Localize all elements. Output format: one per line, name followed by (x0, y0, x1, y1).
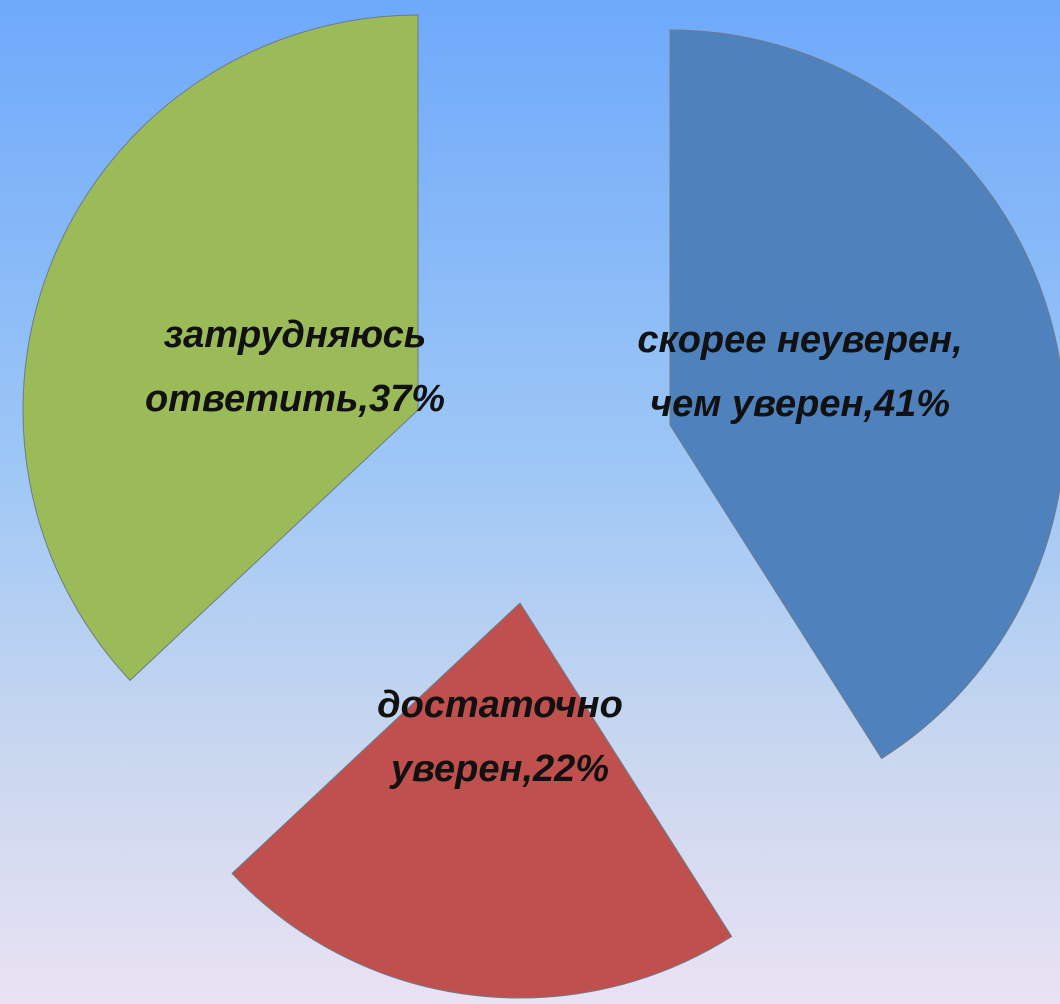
data-label: достаточно уверен,22% (330, 673, 670, 801)
pie-slice (669, 29, 1060, 760)
data-label: затрудняюсь ответить,37% (90, 303, 500, 431)
category-label: достаточно уверен, (377, 684, 623, 790)
category-label: скорее неуверен, чем уверен, (637, 319, 963, 425)
value-label: 41% (874, 383, 951, 425)
pie-slice (231, 602, 733, 999)
value-label: 22% (533, 748, 610, 790)
category-label: затрудняюсь ответить, (144, 314, 427, 420)
data-label: скорее неуверен, чем уверен,41% (625, 308, 975, 436)
pie-slice (22, 14, 419, 682)
value-label: 37% (369, 378, 446, 420)
